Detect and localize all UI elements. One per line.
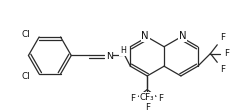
Text: F: F [130, 94, 135, 103]
Text: Cl: Cl [21, 72, 30, 81]
Text: Cl: Cl [21, 30, 30, 39]
Text: N: N [141, 31, 149, 41]
Text: H: H [120, 46, 126, 55]
Text: F: F [221, 65, 226, 74]
Text: F: F [158, 94, 163, 103]
Text: F: F [145, 103, 150, 112]
Text: CF₃: CF₃ [140, 93, 155, 102]
Text: F: F [221, 33, 226, 42]
Text: F: F [224, 49, 229, 58]
Text: N: N [106, 52, 113, 61]
Text: N: N [179, 31, 187, 41]
